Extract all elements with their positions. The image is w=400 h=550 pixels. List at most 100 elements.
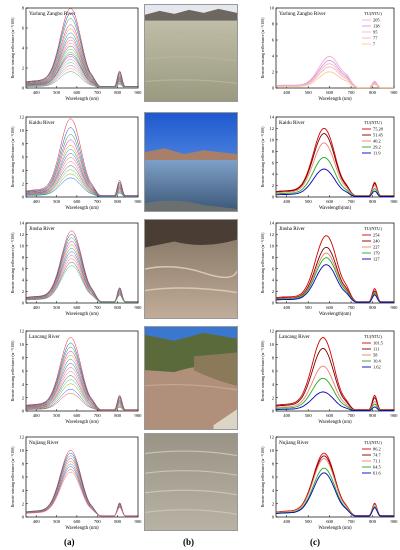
y-tick-label: 8: [22, 355, 25, 360]
y-tick-label: 8: [272, 22, 275, 27]
series-line: [26, 139, 138, 197]
y-tick-label: 0: [22, 86, 25, 91]
x-tick-label: 800: [369, 413, 377, 418]
series-line: [26, 68, 138, 88]
panel-label-b: (b): [183, 537, 194, 547]
chart-title: Lancang River: [279, 334, 310, 340]
x-tick-label: 800: [369, 519, 377, 524]
legend-label: 254: [373, 233, 380, 238]
y-tick-label: 10: [19, 243, 24, 248]
y-axis-label: Remote sensing reflectance (sr⁻¹/100): [260, 17, 265, 79]
y-tick-label: 14: [19, 221, 24, 226]
y-tick-label: 0: [22, 409, 25, 414]
x-tick-label: 900: [391, 305, 399, 310]
legend-label: 227: [373, 245, 380, 250]
x-tick-label: 700: [94, 519, 102, 524]
y-tick-label: 4: [22, 168, 25, 173]
series-line: [26, 471, 138, 517]
series-line: [26, 153, 138, 197]
series-line: [276, 156, 394, 197]
x-tick-label: 400: [33, 413, 41, 418]
x-tick-label: 600: [73, 199, 81, 204]
series-line: [26, 350, 138, 411]
x-axis-label: Wavelength (nm): [65, 526, 99, 531]
legend-title: TU(NTU): [364, 11, 382, 16]
x-tick-label: 700: [348, 199, 356, 204]
series-line: [26, 254, 138, 303]
series-line: [26, 165, 138, 197]
legend-label: 51.45: [373, 133, 384, 138]
x-tick-label: 600: [326, 305, 334, 310]
series-line: [26, 265, 138, 303]
chart-c-2: 400 500 600 700 800 900 0 2 4 6 8 10 12 14 Wavelength(…: [260, 221, 398, 317]
legend-label: 95: [373, 30, 378, 35]
y-axis-label: Remote sensing reflectance (sr⁻¹/100): [260, 340, 265, 402]
x-tick-label: 800: [369, 305, 377, 310]
series-line: [26, 169, 138, 197]
x-tick-label: 500: [53, 519, 61, 524]
y-tick-label: 8: [22, 6, 25, 11]
x-tick-label: 500: [305, 199, 313, 204]
y-tick-label: 6: [22, 475, 25, 480]
x-tick-label: 700: [348, 90, 356, 95]
photo-kaidu: [144, 112, 238, 212]
y-tick-label: 8: [272, 149, 275, 154]
y-tick-label: 8: [272, 255, 275, 260]
x-tick-label: 800: [369, 199, 377, 204]
x-tick-label: 600: [326, 199, 334, 204]
x-tick-label: 900: [135, 519, 143, 524]
x-axis-label: Wavelength (nm): [65, 206, 99, 211]
x-axis-label: Wavelength(nm): [319, 312, 352, 317]
series-line: [26, 359, 138, 411]
panel-label-a: (a): [64, 537, 75, 547]
x-tick-label: 900: [135, 413, 143, 418]
x-tick-label: 700: [94, 199, 102, 204]
y-tick-label: 12: [19, 115, 24, 120]
legend-title: TU(NTU): [364, 440, 382, 445]
y-tick-label: 10: [269, 448, 274, 453]
y-axis-label: Remote sensing reflectance (sr⁻¹/100): [10, 17, 15, 79]
y-tick-label: 4: [22, 488, 25, 493]
series-line: [26, 39, 138, 88]
y-tick-label: 8: [22, 255, 25, 260]
legend-title: TU(NTU): [364, 120, 382, 125]
series-line: [26, 248, 138, 303]
series-line: [26, 375, 138, 411]
x-tick-label: 900: [391, 199, 399, 204]
series-line: [26, 8, 138, 87]
y-tick-label: 0: [272, 86, 275, 91]
chart-title: Jinsha River: [279, 226, 305, 232]
legend-label: 1.62: [373, 365, 381, 370]
y-tick-label: 0: [272, 195, 275, 200]
series-line: [26, 52, 138, 88]
x-tick-label: 900: [135, 199, 143, 204]
y-tick-label: 2: [22, 289, 25, 294]
y-axis-label: Remote sensing reflectance (sr⁻¹/100): [10, 232, 15, 294]
legend-label: 7: [373, 42, 376, 47]
x-tick-label: 500: [53, 90, 61, 95]
series-line: [26, 241, 138, 303]
legend-label: 29.2: [373, 145, 381, 150]
chart-title: Yarlung Zangbo River: [29, 11, 76, 17]
series-line: [276, 71, 394, 89]
y-tick-label: 6: [22, 155, 25, 160]
legend-label: 77: [373, 36, 378, 41]
plot-frame: [25, 222, 139, 304]
chart-c-0: 400 500 600 700 800 900 0 2 4 6 8 10 Wavelength (nm)…: [260, 6, 398, 102]
y-tick-label: 6: [272, 369, 275, 374]
plot-frame: [275, 222, 395, 304]
x-axis-label: Wavelength(nm): [319, 206, 352, 211]
x-tick-label: 700: [348, 519, 356, 524]
chart-a-1: 400 500 600 700 800 900 0 2 4 6 8 10 12 Wavelength (n…: [10, 115, 142, 211]
x-tick-label: 700: [94, 413, 102, 418]
series-line: [26, 145, 138, 197]
series-line: [26, 56, 138, 88]
series-line: [26, 379, 138, 411]
x-tick-label: 500: [305, 305, 313, 310]
legend-title: TU(NTU): [364, 334, 382, 339]
chart-a-4: 400 500 600 700 800 900 0 2 4 6 8 10 12 Wavelength (n…: [10, 435, 142, 531]
x-tick-label: 400: [33, 305, 41, 310]
x-tick-label: 700: [94, 90, 102, 95]
legend-title: TU(NTU): [364, 226, 382, 231]
x-tick-label: 400: [283, 199, 291, 204]
